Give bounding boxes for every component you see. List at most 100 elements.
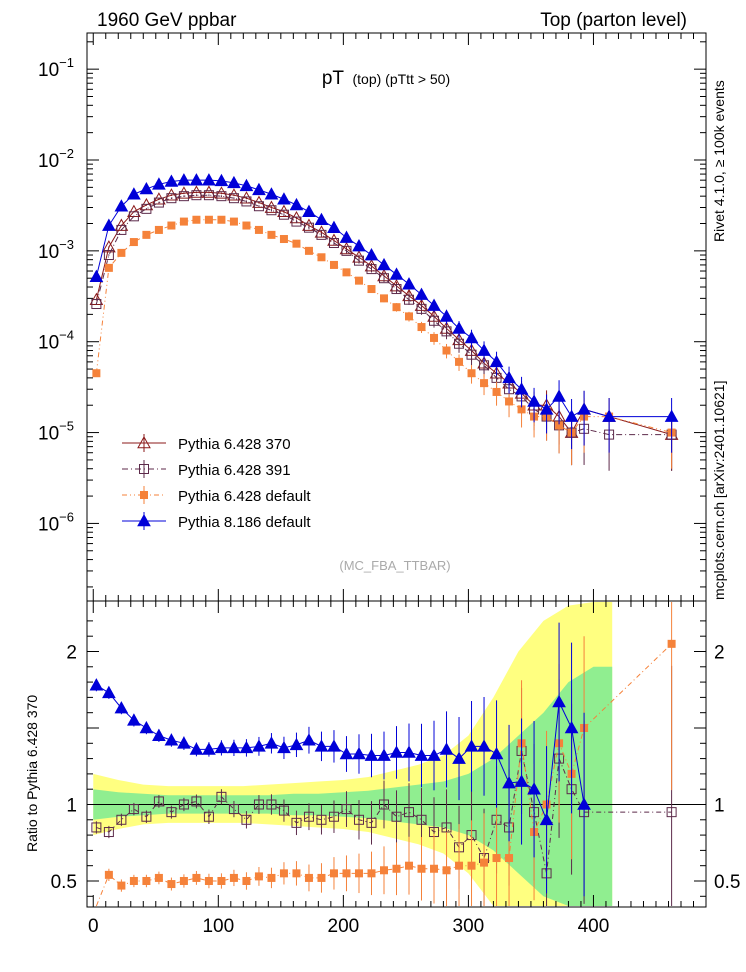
point-p370 [227,188,241,201]
mcplots-source-label: mcplots.cern.ch [arXiv:2401.10621] [711,381,727,600]
ratio-point-p8 [227,740,241,754]
point-p391 [429,315,440,326]
point-p8 [139,181,154,195]
point-pdef [367,285,376,294]
point-p391 [291,216,302,227]
ratio-series-p8 [89,622,591,897]
legend-label-pdef: Pythia 6.428 default [178,488,311,505]
ratio-point-pdef [192,873,201,882]
point-p8 [439,309,454,322]
point-p8 [389,267,404,280]
ratio-point-p8 [377,748,391,761]
ratio-point-pdef [154,873,163,882]
point-pdef [417,323,426,332]
ratio-point-pdef [342,869,351,878]
point-pdef [442,346,451,355]
ratio-line-pdef [95,643,672,907]
ratio-point-p8 [139,720,154,734]
point-p391 [378,273,389,284]
point-p370 [177,186,191,199]
point-p8 [339,230,354,243]
point-pdef [505,397,514,406]
point-pdef [392,303,401,312]
point-pdef [117,248,126,257]
point-p8 [602,409,616,422]
point-p8 [664,409,679,422]
point-p391 [103,250,114,261]
point-p391 [128,211,139,222]
point-p8 [514,382,529,395]
point-p391 [203,190,214,201]
legend-marker-p391 [139,464,149,474]
point-p8 [414,287,429,300]
ratio-point-pdef [430,864,439,873]
point-p391 [91,299,102,310]
ratio-point-p391 [353,814,364,825]
point-pdef [317,253,326,262]
ratio-point-pdef [242,876,251,885]
ratio-point-pdef [117,881,126,890]
ratio-point-p8 [539,812,554,826]
ratio-point-p8 [264,736,279,749]
point-pdef [104,263,113,272]
point-pdef [142,230,151,239]
point-pdef [455,357,464,366]
point-p370 [314,225,329,238]
ratio-point-p8 [477,739,491,752]
ratio-point-p8 [502,776,516,789]
ratio-point-p391 [116,814,127,825]
ratio-point-p391 [378,799,389,810]
point-pdef [304,246,313,255]
point-p8 [364,247,379,261]
ratio-point-p8 [514,774,529,787]
ratio-point-pdef [317,873,326,882]
ratio-point-pdef [179,876,188,885]
point-p370 [339,241,354,255]
ratio-y-tick-label-right: 2 [714,642,725,663]
ratio-point-p391 [391,811,402,822]
main-y-tick-label: 10−3 [38,237,74,263]
ratio-point-p8 [202,742,216,755]
ratio-point-pdef [442,866,451,875]
point-p391 [166,193,177,204]
ratio-point-p8 [189,742,204,755]
series-pdef [92,215,676,469]
point-pdef [192,215,201,224]
ratio-point-pdef [267,873,276,882]
ratio-point-pdef [292,869,301,878]
x-tick-label: 100 [202,916,234,937]
point-pdef [480,379,489,388]
point-p391 [241,196,252,207]
ratio-series-layer [89,602,677,907]
point-p370 [152,192,166,205]
ratio-point-pdef [492,854,501,863]
ratio-point-p8 [352,746,366,760]
rivet-version-label: Rivet 4.1.0, ≥ 100k events [711,80,727,242]
point-p391 [278,209,289,220]
point-p370 [302,218,316,231]
legend: Pythia 6.428 370 Pythia 6.428 391 Pythia 6… [122,434,311,531]
legend-marker-p8 [137,513,151,527]
ratio-point-p8 [277,740,291,754]
ratio-point-pdef [392,864,401,873]
ratio-point-p8 [402,745,416,758]
ratio-point-pdef [505,854,514,863]
ratio-y-tick-label-right: 0.5 [714,872,740,893]
ratio-point-p8 [389,745,404,758]
point-p8 [252,182,266,196]
plot-title: pT (top) (pTtt > 50) [322,68,450,89]
ratio-point-p8 [239,740,254,754]
ratio-point-p8 [314,739,329,752]
x-tick-label: 200 [328,916,360,937]
ratio-point-p391 [141,811,152,822]
point-p8 [102,218,116,231]
legend-marker-p370 [137,435,151,449]
point-pdef [92,369,101,378]
point-p8 [277,192,291,205]
point-pdef [354,276,363,285]
ratio-point-p391 [441,822,452,833]
point-p8 [552,389,566,402]
point-p8 [202,173,216,186]
ratio-point-p391 [178,799,189,810]
